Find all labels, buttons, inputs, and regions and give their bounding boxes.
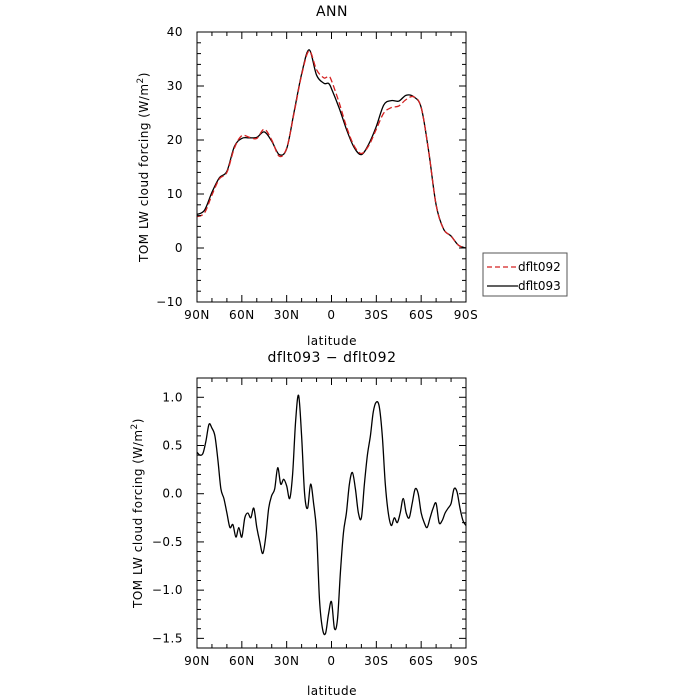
bottom-y-tick-label: −1.0 xyxy=(152,583,183,597)
top-x-tick-label: 30N xyxy=(274,308,300,322)
bottom-x-tick-label: 90N xyxy=(184,654,210,668)
bottom-x-tick-label: 60S xyxy=(409,654,433,668)
bottom-y-axis-label: TOM LW cloud forcing (W/m2) xyxy=(130,418,145,609)
top-plot-frame xyxy=(196,31,467,303)
top-chart: ANN 90N 60N 30N 0 30S 60S 90S −10 0 10 20 30 40 lati… xyxy=(136,4,568,348)
top-y-tick-label: 0 xyxy=(175,241,183,255)
top-x-tick-label: 90N xyxy=(184,308,210,322)
bottom-y-tick-label: 0.5 xyxy=(162,439,183,453)
top-y-axis-label: TOM LW cloud forcing (W/m2) xyxy=(136,72,151,263)
bottom-x-tick-label: 60N xyxy=(229,654,255,668)
bottom-y-tick-label: −0.5 xyxy=(152,535,183,549)
top-y-tick-label: 20 xyxy=(167,133,183,147)
legend: dflt092 dflt093 xyxy=(482,252,568,297)
top-chart-title: ANN xyxy=(316,4,348,20)
bottom-chart-title: dflt093 − dflt092 xyxy=(268,350,397,366)
bottom-y-tick-label: −1.5 xyxy=(152,631,183,645)
bottom-x-tick-label: 90S xyxy=(454,654,478,668)
top-series-line-dflt092 xyxy=(196,50,467,249)
legend-box xyxy=(482,252,568,297)
top-x-tick-label: 90S xyxy=(454,308,478,322)
legend-label-dflt092: dflt092 xyxy=(518,260,561,274)
top-x-tick-label: 0 xyxy=(327,308,335,322)
top-x-axis-label: latitude xyxy=(307,334,357,348)
bottom-x-tick-label: 30S xyxy=(364,654,388,668)
bottom-x-tick-label: 0 xyxy=(327,654,335,668)
bottom-plot-frame xyxy=(196,377,467,649)
top-y-tick-label: 30 xyxy=(167,79,183,93)
top-x-tick-label: 60N xyxy=(229,308,255,322)
top-y-tick-label: 10 xyxy=(167,187,183,201)
bottom-y-tick-label: 1.0 xyxy=(162,390,183,404)
top-x-tick-label: 30S xyxy=(364,308,388,322)
bottom-series-line xyxy=(196,394,467,636)
bottom-chart: dflt093 − dflt092 90N 60N 30N 0 30S 60S 90S −1.… xyxy=(130,350,478,698)
bottom-x-axis-label: latitude xyxy=(307,684,357,698)
bottom-y-tick-label: 0.0 xyxy=(162,487,183,501)
bottom-x-tick-label: 30N xyxy=(274,654,300,668)
legend-label-dflt093: dflt093 xyxy=(518,279,561,293)
top-y-tick-label: −10 xyxy=(156,295,183,309)
top-y-tick-label: 40 xyxy=(167,25,183,39)
top-series-line-dflt093 xyxy=(196,49,467,249)
top-x-tick-label: 60S xyxy=(409,308,433,322)
